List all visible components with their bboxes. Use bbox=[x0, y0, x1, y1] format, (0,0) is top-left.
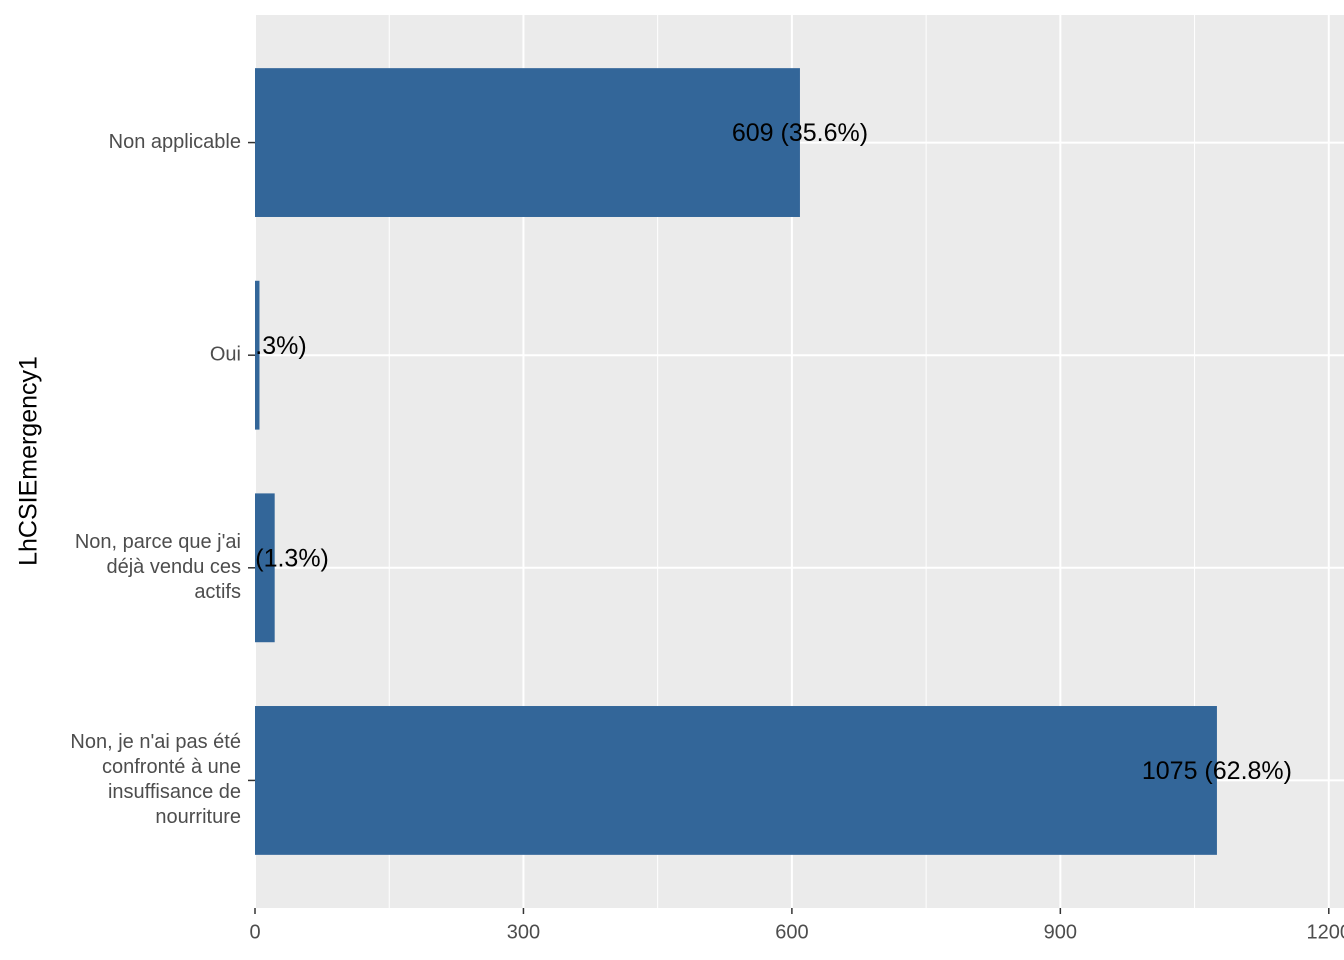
x-tick-label: 300 bbox=[507, 921, 540, 943]
bar bbox=[255, 493, 275, 643]
y-tick-label: Non applicable bbox=[109, 131, 241, 153]
bars bbox=[255, 68, 1217, 855]
x-tick-label: 600 bbox=[775, 921, 808, 943]
bar bbox=[255, 68, 800, 217]
value-label: 609 (35.6%) bbox=[732, 119, 868, 147]
value-label: 1075 (62.8%) bbox=[1142, 757, 1292, 785]
y-tick-label: Oui bbox=[210, 343, 241, 365]
y-tick-label: Non, parce que j'ai déjà vendu ces actifs bbox=[75, 531, 241, 603]
value-labels: 609 (35.6%) 5 (0.3%) 22 (1.3%) 1075 (62.8%) bbox=[212, 119, 1292, 785]
y-tick-label: Non, je n'ai pas été confronté à une insuf… bbox=[70, 731, 241, 828]
bar bbox=[255, 280, 260, 430]
value-label: 22 (1.3%) bbox=[220, 544, 328, 572]
x-tick-label: 900 bbox=[1044, 921, 1077, 943]
value-label: 5 (0.3%) bbox=[212, 332, 306, 360]
y-axis-title: LhCSIEmergency1 bbox=[15, 356, 43, 566]
x-tick-label: 1200 bbox=[1307, 921, 1344, 943]
x-tick-label: 0 bbox=[249, 921, 260, 943]
bar bbox=[255, 706, 1217, 855]
